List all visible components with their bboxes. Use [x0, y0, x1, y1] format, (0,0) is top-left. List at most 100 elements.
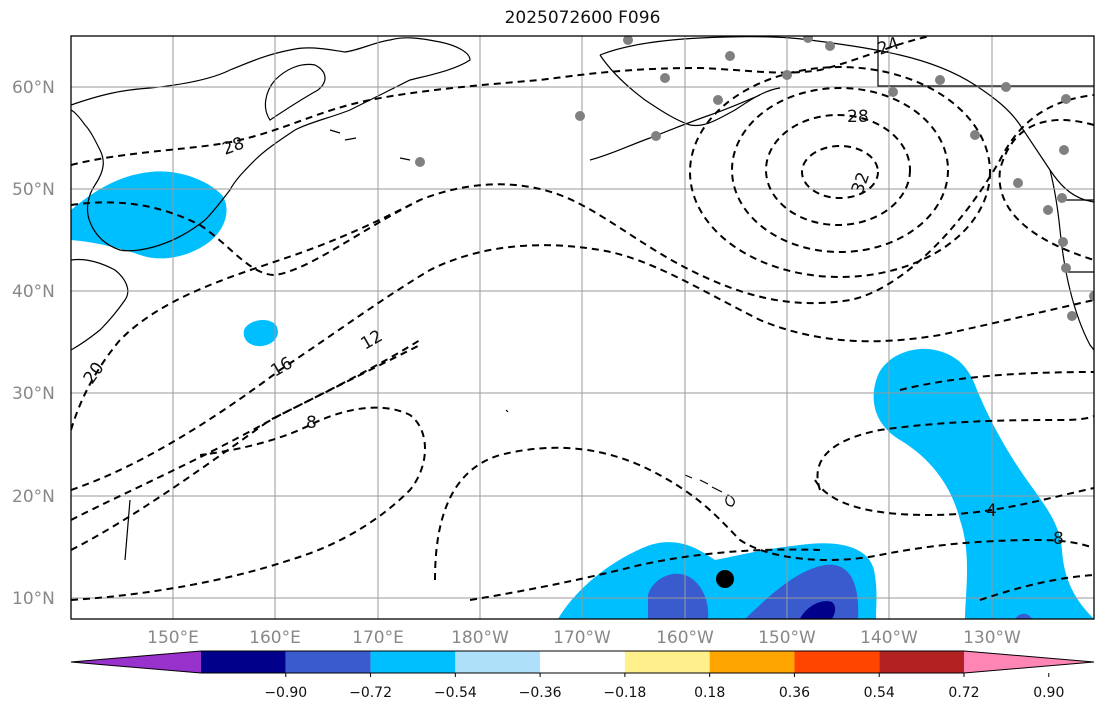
contour-line: [434, 446, 1094, 581]
station-dot: [782, 70, 792, 80]
colorbar-tick-label: 0.18: [694, 685, 725, 701]
coastline-asia: [71, 37, 471, 252]
colorbar-segment: [794, 651, 880, 673]
station-dot: [575, 111, 585, 121]
lon-label: 130°W: [963, 628, 1021, 648]
contour-line: [71, 344, 421, 551]
map-title: 2025072600 F096: [504, 8, 661, 28]
contour-line: [71, 339, 421, 521]
colorbar-tick-label: −0.36: [519, 685, 562, 701]
station-dot: [1061, 94, 1071, 104]
station-dot: [1001, 82, 1011, 92]
contour-label: 8: [1053, 529, 1064, 549]
contour-line: [979, 574, 1094, 601]
contour-line: [998, 119, 1094, 261]
contour-line: [469, 548, 821, 601]
lat-label: 20°N: [12, 487, 55, 507]
lon-label: 150°E: [147, 628, 199, 648]
colorbar-tick-label: −0.72: [349, 685, 392, 701]
lon-label: 170°W: [553, 628, 611, 648]
station-dot: [888, 87, 898, 97]
station-dot: [1013, 178, 1023, 188]
storm-marker: [716, 570, 734, 588]
lat-label: 30°N: [12, 384, 55, 404]
colorbar-tick-label: 0.36: [779, 685, 810, 701]
colorbar-segment: [879, 651, 964, 673]
coastline-aleutians: [589, 94, 761, 161]
colorbar-tick-label: −0.18: [603, 685, 646, 701]
contour-label: 4: [986, 501, 997, 521]
colorbar-ticks: −0.90 −0.72 −0.54 −0.36 −0.18 0.18 0.36 0.54 0.7…: [264, 673, 1064, 701]
coastline-small-islands: [124, 129, 509, 561]
station-dot: [660, 73, 670, 83]
coastline-japan: [71, 258, 129, 351]
contour-label: 8: [306, 413, 317, 433]
coastline-kamchatka: [264, 63, 326, 121]
shaded-region-kuril: [71, 171, 227, 259]
shaded-region-south-inner: [648, 573, 709, 619]
colorbar-segment: [709, 651, 795, 673]
lon-label: 160°E: [249, 628, 301, 648]
coastline-alaska-south: [599, 54, 781, 127]
colorbar: [70, 650, 1095, 674]
colorbar-segment: [201, 651, 286, 673]
contour-line: [71, 94, 1094, 305]
map-frame: [70, 35, 1095, 620]
station-dot: [1043, 205, 1053, 215]
lat-label: 10°N: [12, 589, 55, 609]
colorbar-segment: [540, 651, 625, 673]
lon-label: 140°W: [860, 628, 918, 648]
colorbar-tick-label: −0.90: [264, 685, 307, 701]
colorbar-segment: [285, 651, 371, 673]
longitude-labels: 150°E 160°E 170°E 180°W 170°W 160°W 150°…: [147, 628, 1021, 648]
contour-label: 28: [847, 107, 869, 127]
coastline-canada-box: [877, 36, 1094, 87]
colorbar-tick-label: 0.90: [1033, 685, 1064, 701]
station-dot: [970, 130, 980, 140]
colorbar-segment: [624, 651, 710, 673]
station-dot: [725, 51, 735, 61]
shaded-field-layer: [71, 171, 1094, 619]
colorbar-segment: [964, 651, 1094, 673]
station-dot: [1057, 193, 1067, 203]
station-dot: [651, 131, 661, 141]
colorbar-outline: [70, 650, 1095, 674]
contour-line: [814, 479, 1094, 517]
lat-label: 50°N: [12, 180, 55, 200]
colorbar-tick-label: −0.54: [434, 685, 477, 701]
colorbar-tick-label: 0.72: [948, 685, 979, 701]
contour-line: [71, 406, 426, 601]
contour-layer: [71, 36, 1094, 601]
station-dot: [803, 36, 813, 43]
shaded-region-east: [873, 348, 1094, 619]
station-dot: [1067, 311, 1077, 321]
contour-line: [816, 415, 1094, 491]
lon-label: 160°W: [656, 628, 714, 648]
contour-ring: [801, 145, 879, 199]
contour-ring: [689, 66, 991, 278]
contour-label: 24: [875, 34, 902, 60]
colorbar-tick-label: 0.54: [864, 685, 895, 701]
contour-line: [899, 371, 1094, 391]
station-dot: [623, 36, 633, 45]
station-dots: [415, 36, 1094, 321]
station-dot: [1059, 145, 1069, 155]
shaded-region-south-core: [800, 601, 836, 619]
station-dot: [1061, 263, 1071, 273]
coastline-alaska: [599, 36, 1094, 203]
coastline-hawaii: [684, 474, 735, 507]
station-dot: [825, 41, 835, 51]
shaded-region-edge: [1015, 613, 1032, 619]
lat-label: 40°N: [12, 282, 55, 302]
station-dot: [713, 95, 723, 105]
lon-label: 170°E: [352, 628, 404, 648]
graticule: [71, 36, 1094, 619]
colorbar-segment: [455, 651, 541, 673]
lat-label: 60°N: [12, 78, 55, 98]
contour-line: [71, 244, 1094, 491]
shaded-region-small-west: [243, 319, 278, 347]
colorbar-segment: [71, 651, 201, 673]
station-dot: [415, 157, 425, 167]
station-dot: [935, 75, 945, 85]
